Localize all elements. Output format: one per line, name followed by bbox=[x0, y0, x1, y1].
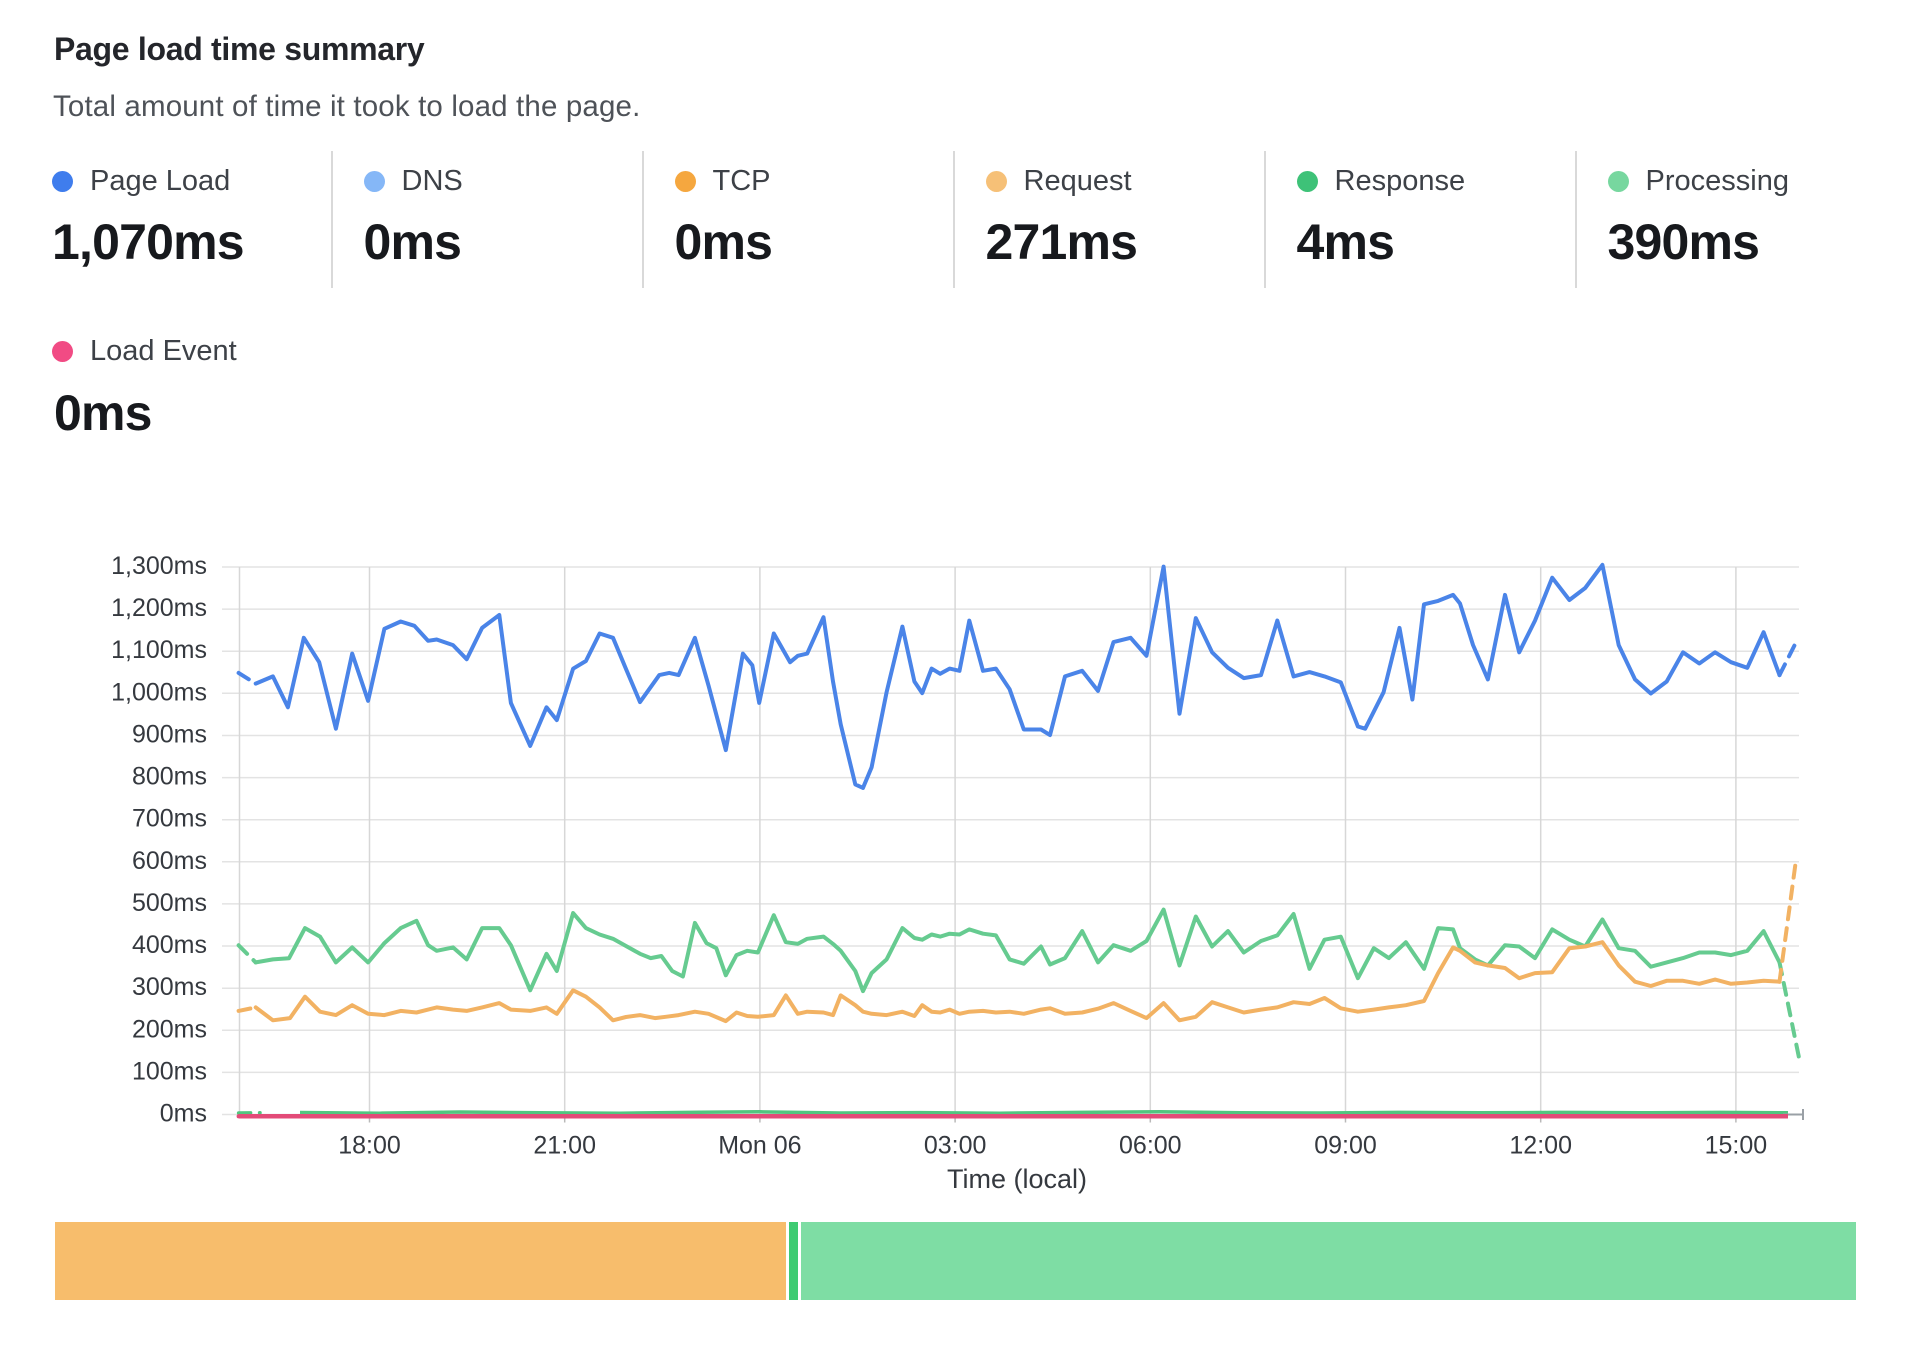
svg-text:12:00: 12:00 bbox=[1509, 1132, 1572, 1160]
svg-text:400ms: 400ms bbox=[132, 931, 207, 959]
svg-text:1,000ms: 1,000ms bbox=[111, 678, 207, 706]
svg-text:21:00: 21:00 bbox=[533, 1132, 596, 1160]
svg-text:15:00: 15:00 bbox=[1705, 1132, 1768, 1160]
svg-text:06:00: 06:00 bbox=[1119, 1132, 1182, 1160]
svg-text:0ms: 0ms bbox=[160, 1100, 207, 1128]
svg-text:700ms: 700ms bbox=[132, 805, 207, 833]
svg-text:09:00: 09:00 bbox=[1314, 1132, 1377, 1160]
svg-text:800ms: 800ms bbox=[132, 763, 207, 791]
svg-text:500ms: 500ms bbox=[132, 889, 207, 917]
svg-text:Time (local): Time (local) bbox=[947, 1164, 1087, 1194]
svg-text:18:00: 18:00 bbox=[338, 1132, 401, 1160]
svg-text:600ms: 600ms bbox=[132, 847, 207, 875]
svg-text:1,200ms: 1,200ms bbox=[111, 594, 207, 622]
svg-text:03:00: 03:00 bbox=[924, 1132, 987, 1160]
svg-text:200ms: 200ms bbox=[132, 1015, 207, 1043]
svg-text:100ms: 100ms bbox=[132, 1057, 207, 1085]
svg-text:900ms: 900ms bbox=[132, 721, 207, 749]
svg-text:1,100ms: 1,100ms bbox=[111, 636, 207, 664]
svg-text:1,300ms: 1,300ms bbox=[111, 552, 207, 580]
svg-text:300ms: 300ms bbox=[132, 973, 207, 1001]
svg-text:Mon 06: Mon 06 bbox=[718, 1132, 801, 1160]
